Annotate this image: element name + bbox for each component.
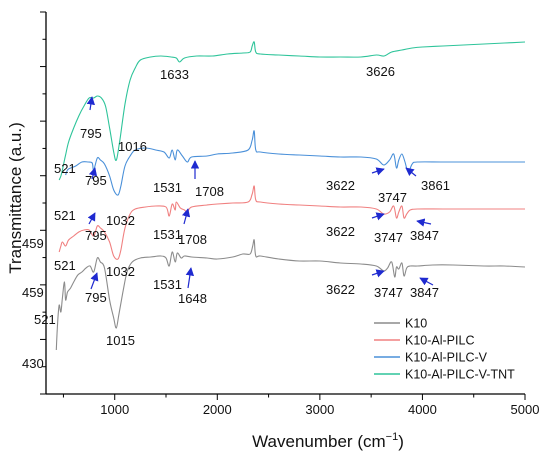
peak-arrow: [371, 167, 385, 176]
peak-label-1531: 1531: [153, 180, 182, 195]
peak-arrow: [371, 212, 385, 221]
peak-label-521: 521: [54, 258, 76, 273]
peak-label-459: 459: [22, 236, 44, 251]
peak-label-1708: 1708: [178, 232, 207, 247]
peak-label-1633: 1633: [160, 67, 189, 82]
peak-label-430: 430: [22, 356, 44, 371]
peak-label-1531: 1531: [153, 277, 182, 292]
arrow-layer: [86, 96, 434, 290]
peak-label-1015: 1015: [106, 333, 135, 348]
peak-arrow: [185, 267, 195, 289]
x-axis-label-tail: ): [398, 432, 404, 451]
peak-label-1531: 1531: [153, 227, 182, 242]
legend-label-k10-al-pilc: K10-Al-PILC: [405, 334, 474, 348]
peak-label-1032: 1032: [106, 213, 135, 228]
legend: K10 K10-Al-PILC K10-Al-PILC-V K10-Al-PILC-V…: [374, 317, 515, 382]
peak-label-521: 521: [34, 312, 56, 327]
peak-label-1708: 1708: [195, 184, 224, 199]
peak-label-521: 521: [54, 161, 76, 176]
series-layer: [55, 41, 526, 351]
peak-arrow: [181, 208, 191, 225]
peak-label-3622: 3622: [326, 282, 355, 297]
series-line-k10: [55, 239, 526, 351]
x-tick-label: 2000: [203, 402, 232, 417]
peak-label-795: 795: [80, 126, 102, 141]
x-axis-label: Wavenumber (cm−1): [252, 431, 404, 451]
x-axis-label-sup: −1: [386, 431, 399, 443]
peak-label-3626: 3626: [366, 64, 395, 79]
peak-label-1016: 1016: [118, 139, 147, 154]
peak-label-3747: 3747: [374, 285, 403, 300]
x-tick-label: 5000: [511, 402, 540, 417]
peak-label-459: 459: [22, 285, 44, 300]
peak-label-1648: 1648: [178, 291, 207, 306]
peak-label-795: 795: [85, 173, 107, 188]
peak-label-3847: 3847: [410, 228, 439, 243]
axes-layer: 1000 2000 3000 4000 5000: [40, 11, 540, 417]
peak-arrow: [87, 212, 96, 225]
peak-label-521: 521: [54, 208, 76, 223]
x-axis-label-main: Wavenumber (cm: [252, 432, 386, 451]
series-line-k10-al-pilc-v: [65, 130, 525, 196]
peak-arrow: [88, 167, 98, 180]
peak-label-3622: 3622: [326, 224, 355, 239]
y-axis-label: Transmittance (a.u.): [6, 122, 25, 273]
series-line-k10-al-pilc-v-tnt: [58, 41, 526, 181]
peak-label-795: 795: [85, 228, 107, 243]
peak-label-3861: 3861: [421, 178, 450, 193]
legend-label-k10: K10: [405, 317, 427, 331]
x-tick-label: 4000: [408, 402, 437, 417]
peak-label-3847: 3847: [410, 285, 439, 300]
peak-arrow: [416, 218, 432, 227]
x-tick-label: 1000: [100, 402, 129, 417]
peak-label-795: 795: [85, 290, 107, 305]
legend-label-k10-al-pilc-v-tnt: K10-Al-PILC-V-TNT: [405, 368, 515, 382]
peak-label-1032: 1032: [106, 264, 135, 279]
peak-arrow: [419, 277, 434, 286]
peak-label-3622: 3622: [326, 178, 355, 193]
peak-arrow: [90, 272, 99, 290]
x-tick-label: 3000: [305, 402, 334, 417]
peak-label-3747: 3747: [378, 190, 407, 205]
peak-label-3747: 3747: [374, 230, 403, 245]
peak-arrow: [405, 167, 417, 177]
legend-label-k10-al-pilc-v: K10-Al-PILC-V: [405, 351, 488, 365]
peak-arrow: [371, 269, 385, 278]
peak-arrow: [86, 96, 96, 111]
